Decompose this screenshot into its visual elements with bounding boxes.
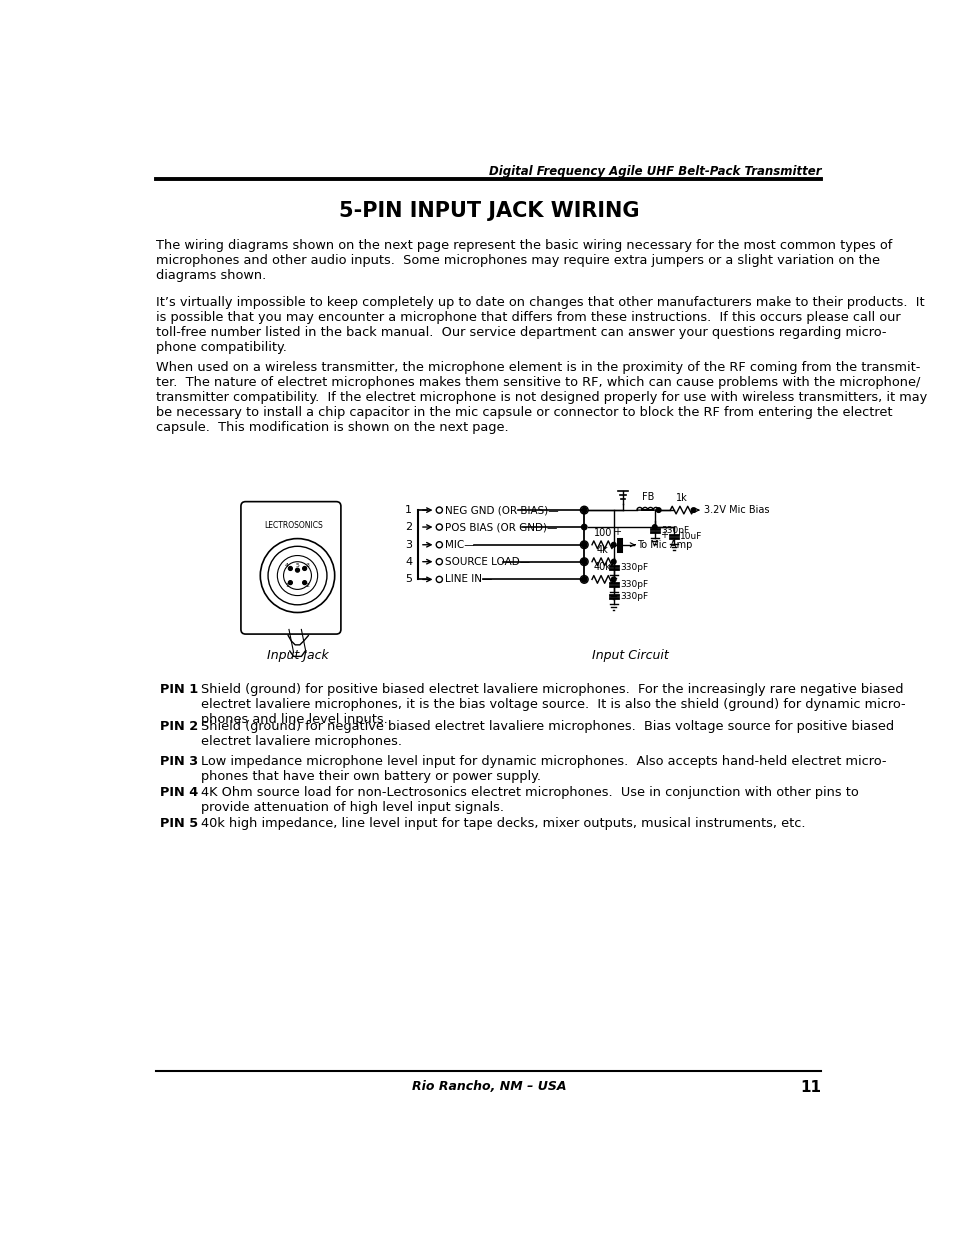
Circle shape — [581, 559, 586, 564]
Text: 5: 5 — [295, 563, 299, 568]
Circle shape — [288, 580, 292, 584]
Circle shape — [611, 542, 616, 547]
Text: PIN 2: PIN 2 — [160, 720, 198, 732]
Circle shape — [581, 542, 586, 547]
Text: +: + — [612, 527, 620, 537]
Text: To Mic Amp: To Mic Amp — [637, 540, 692, 550]
Text: Shield (ground) for negative biased electret lavaliere microphones.  Bias voltag: Shield (ground) for negative biased elec… — [201, 720, 894, 747]
Circle shape — [302, 580, 306, 584]
Text: 4: 4 — [285, 563, 289, 568]
Text: 330pF: 330pF — [619, 592, 647, 601]
Text: 2: 2 — [405, 522, 412, 532]
Text: FB: FB — [641, 493, 654, 503]
Text: POS BIAS (OR GND)—: POS BIAS (OR GND)— — [444, 522, 557, 532]
Circle shape — [295, 568, 299, 572]
Circle shape — [611, 577, 616, 582]
Text: Input Circuit: Input Circuit — [592, 648, 668, 662]
Text: When used on a wireless transmitter, the microphone element is in the proximity : When used on a wireless transmitter, the… — [156, 361, 926, 433]
Text: 1k: 1k — [676, 493, 687, 503]
Text: 3: 3 — [405, 540, 412, 550]
Circle shape — [288, 567, 292, 571]
Text: PIN 4: PIN 4 — [160, 785, 198, 799]
Text: The wiring diagrams shown on the next page represent the basic wiring necessary : The wiring diagrams shown on the next pa… — [156, 240, 892, 282]
Text: MIC—: MIC— — [444, 540, 474, 550]
Text: 3: 3 — [306, 563, 310, 568]
Text: 1: 1 — [285, 583, 289, 588]
Text: 40k high impedance, line level input for tape decks, mixer outputs, musical inst: 40k high impedance, line level input for… — [201, 816, 805, 830]
Text: 5: 5 — [405, 574, 412, 584]
Text: 4K Ohm source load for non-Lectrosonics electret microphones.  Use in conjunctio: 4K Ohm source load for non-Lectrosonics … — [201, 785, 859, 814]
Text: 330pF: 330pF — [619, 563, 647, 572]
Text: LECTROSONICS: LECTROSONICS — [264, 521, 323, 530]
Text: 4: 4 — [405, 557, 412, 567]
Circle shape — [691, 508, 695, 513]
Text: 40k: 40k — [594, 562, 611, 573]
Text: 3.2V Mic Bias: 3.2V Mic Bias — [703, 505, 769, 515]
Circle shape — [302, 567, 306, 571]
Text: 2: 2 — [306, 583, 310, 588]
Circle shape — [611, 559, 616, 564]
Text: 11: 11 — [800, 1079, 821, 1095]
Text: +: + — [659, 530, 667, 540]
Text: 100: 100 — [593, 527, 612, 537]
Circle shape — [581, 508, 586, 513]
Text: LINE IN—: LINE IN— — [444, 574, 492, 584]
Text: 1: 1 — [405, 505, 412, 515]
Circle shape — [656, 508, 660, 513]
Text: 10uF: 10uF — [679, 532, 701, 541]
Text: Shield (ground) for positive biased electret lavaliere microphones.  For the inc: Shield (ground) for positive biased elec… — [201, 683, 905, 726]
Text: It’s virtually impossible to keep completely up to date on changes that other ma: It’s virtually impossible to keep comple… — [156, 296, 924, 354]
FancyBboxPatch shape — [241, 501, 340, 634]
Text: SOURCE LOAD—: SOURCE LOAD— — [444, 557, 529, 567]
Text: Digital Frequency Agile UHF Belt-Pack Transmitter: Digital Frequency Agile UHF Belt-Pack Tr… — [488, 165, 821, 178]
Circle shape — [581, 525, 586, 530]
Text: 4k: 4k — [597, 545, 608, 555]
Text: PIN 5: PIN 5 — [160, 816, 198, 830]
Circle shape — [581, 542, 586, 547]
Text: 5-PIN INPUT JACK WIRING: 5-PIN INPUT JACK WIRING — [338, 200, 639, 221]
Text: 330pF: 330pF — [660, 526, 688, 535]
Circle shape — [581, 559, 586, 564]
Circle shape — [581, 577, 586, 582]
Text: Input Jack: Input Jack — [266, 648, 328, 662]
Circle shape — [652, 525, 657, 530]
Text: Rio Rancho, NM – USA: Rio Rancho, NM – USA — [412, 1079, 565, 1093]
Text: Low impedance microphone level input for dynamic microphones.  Also accepts hand: Low impedance microphone level input for… — [201, 755, 886, 783]
Text: PIN 3: PIN 3 — [160, 755, 198, 768]
Text: 330pF: 330pF — [619, 580, 647, 589]
Text: PIN 1: PIN 1 — [160, 683, 198, 697]
Text: NEG GND (OR BIAS)—: NEG GND (OR BIAS)— — [444, 505, 558, 515]
Circle shape — [581, 577, 586, 582]
